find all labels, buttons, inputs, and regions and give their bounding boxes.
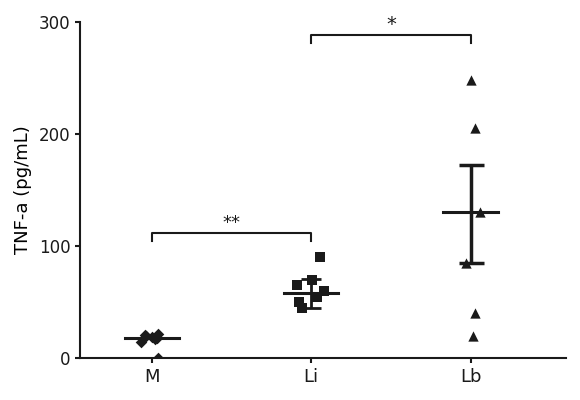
Point: [475, 209, 484, 216]
Text: *: *: [386, 15, 396, 34]
Point: [467, 77, 476, 83]
Point: [307, 277, 316, 283]
Point: [292, 282, 302, 289]
Point: [320, 288, 329, 294]
Point: [316, 254, 325, 260]
Point: [470, 125, 480, 132]
Point: [153, 335, 162, 341]
Point: [136, 338, 146, 345]
Y-axis label: TNF-a (pg/mL): TNF-a (pg/mL): [14, 126, 32, 254]
Point: [461, 260, 470, 266]
Point: [147, 334, 157, 340]
Text: **: **: [223, 214, 241, 232]
Point: [140, 332, 150, 338]
Point: [153, 330, 162, 337]
Point: [312, 294, 321, 300]
Point: [295, 299, 304, 306]
Point: [297, 305, 306, 311]
Point: [141, 333, 150, 339]
Point: [469, 333, 478, 339]
Point: [153, 355, 162, 362]
Point: [150, 336, 160, 342]
Point: [471, 310, 480, 317]
